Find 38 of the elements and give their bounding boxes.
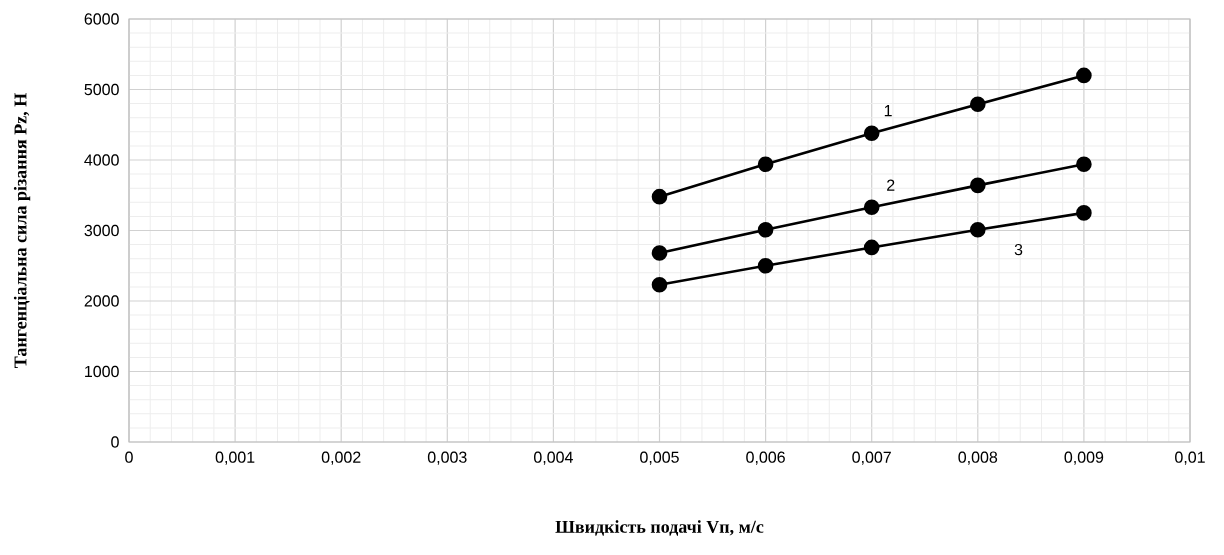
point: [970, 177, 986, 194]
y-tick-label: 3000: [84, 224, 119, 237]
x-tick-label: 0,001: [215, 451, 255, 465]
y-tick-label: 1000: [85, 365, 119, 378]
x-tick-label: 0,002: [321, 451, 361, 465]
x-tick-label: 0,008: [958, 451, 998, 465]
x-axis-title: Швидкість подачі Vп, м/с: [555, 520, 764, 536]
x-tick-label: 0,005: [640, 451, 679, 465]
point: [863, 239, 880, 256]
x-tick-label: 0,003: [427, 451, 467, 465]
x-tick-label: 0,004: [534, 451, 573, 465]
point: [863, 125, 880, 142]
y-tick-label: 4000: [84, 154, 119, 166]
y-tick-label: 6000: [84, 13, 119, 25]
y-tick-label: 2000: [84, 295, 119, 307]
point: [863, 199, 880, 216]
point: [651, 276, 668, 293]
x-tick-label: 0,009: [1064, 451, 1104, 465]
point: [651, 245, 668, 261]
point: [651, 188, 668, 205]
x-tick-label: 0,007: [852, 451, 891, 465]
point: [970, 222, 986, 238]
x-tick-label: 0,006: [746, 451, 785, 465]
y-tick-label: 0: [111, 436, 119, 448]
x-tick-label: 0,01: [1175, 451, 1205, 465]
point: [1076, 67, 1092, 84]
point: [757, 156, 774, 173]
series-label: 3: [1014, 243, 1023, 256]
point: [757, 222, 774, 238]
series-label: 1: [884, 105, 892, 117]
point: [1076, 156, 1092, 173]
y-axis-title: Тангенціальна сила різання Pz, Н: [13, 93, 31, 368]
x-tick-label: 0: [125, 451, 133, 463]
point: [1076, 205, 1092, 221]
point: [757, 257, 774, 274]
series-label: 2: [887, 179, 895, 191]
y-tick-label: 5000: [84, 83, 119, 96]
point: [970, 96, 986, 113]
